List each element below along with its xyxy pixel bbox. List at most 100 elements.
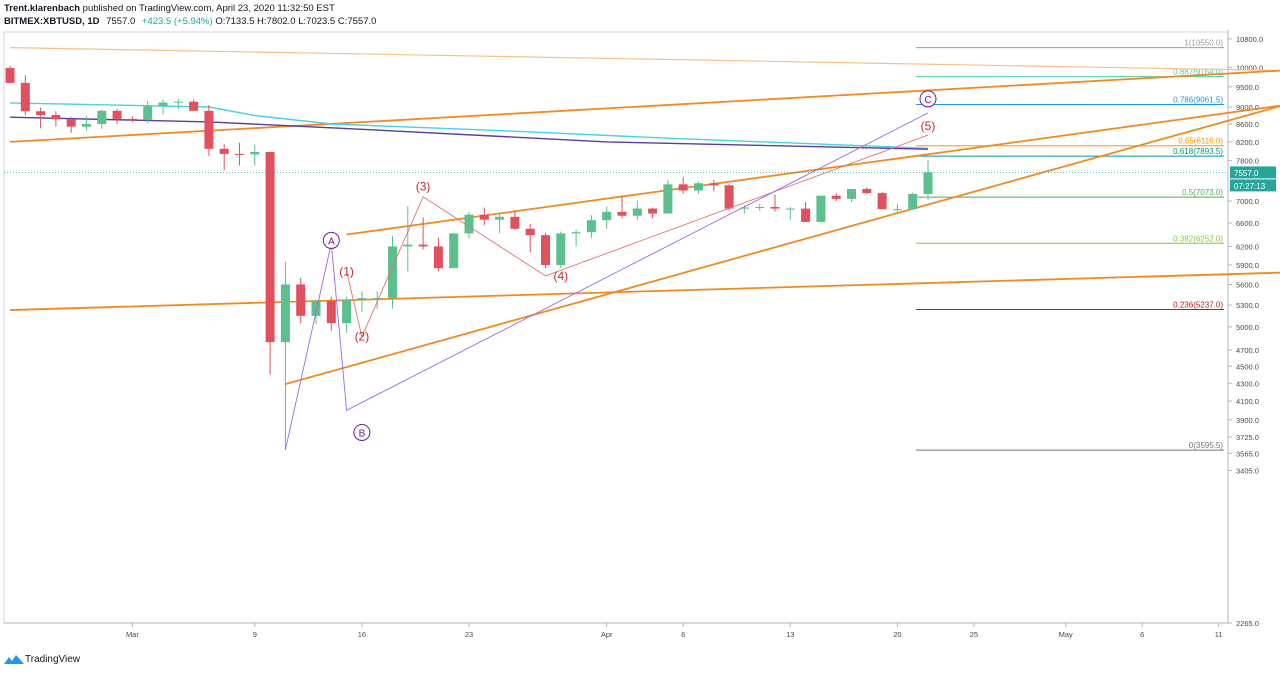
candle-body[interactable] xyxy=(801,208,811,222)
candle-body[interactable] xyxy=(632,208,642,216)
trendline[interactable] xyxy=(9,268,1280,311)
candle-body[interactable] xyxy=(158,102,168,107)
candlestick-chart[interactable]: 10800.0 10000.0 9500.0 9000.0 8600.0 8200.0 78… xyxy=(0,30,1280,650)
candle-body[interactable] xyxy=(770,206,780,209)
wave-label: A xyxy=(328,236,335,247)
candle-body[interactable] xyxy=(296,284,306,316)
candle-body[interactable] xyxy=(311,300,321,316)
candle-body[interactable] xyxy=(36,111,46,116)
price-tick-label: 9000.0 xyxy=(1236,103,1259,112)
candle-body[interactable] xyxy=(388,246,397,299)
candle-body[interactable] xyxy=(663,184,673,214)
price-tick-label: 4300.0 xyxy=(1236,379,1259,388)
candle-body[interactable] xyxy=(66,119,76,127)
price-tick-label: 4500.0 xyxy=(1236,362,1259,371)
candle-body[interactable] xyxy=(586,220,596,233)
wave-label: (4) xyxy=(553,269,568,283)
price-tick-label: 8600.0 xyxy=(1236,120,1259,129)
candle-body[interactable] xyxy=(5,68,15,83)
candle-body[interactable] xyxy=(892,209,902,211)
candle-body[interactable] xyxy=(342,300,352,324)
candle-body[interactable] xyxy=(449,233,459,269)
candle-body[interactable] xyxy=(189,101,199,111)
wave-label: (5) xyxy=(921,119,936,133)
candle-body[interactable] xyxy=(694,183,703,191)
candle-body[interactable] xyxy=(219,148,229,154)
candle-body[interactable] xyxy=(20,82,30,112)
candle-body[interactable] xyxy=(908,193,918,210)
time-tick-label: 6 xyxy=(681,630,685,639)
price-tick-label: 5000.0 xyxy=(1236,323,1259,332)
candle-body[interactable] xyxy=(418,244,428,247)
candle-body[interactable] xyxy=(525,228,535,236)
trendline[interactable] xyxy=(346,89,1280,236)
trendline[interactable] xyxy=(9,62,1280,143)
candle-body[interactable] xyxy=(326,300,336,324)
candle-body[interactable] xyxy=(755,206,765,208)
candle-body[interactable] xyxy=(265,152,275,343)
fib-level-label: 0.786(9061.5) xyxy=(1173,95,1223,104)
candle-body[interactable] xyxy=(602,211,612,221)
candle-body[interactable] xyxy=(479,214,489,220)
candle-body[interactable] xyxy=(678,184,688,191)
time-tick-label: 6 xyxy=(1140,630,1144,639)
candle-body[interactable] xyxy=(403,244,413,247)
fib-level-label: 0.5(7073.0) xyxy=(1182,188,1223,197)
candle-body[interactable] xyxy=(357,298,367,301)
trendline[interactable] xyxy=(9,47,1280,74)
candle-body[interactable] xyxy=(510,216,520,229)
candle-body[interactable] xyxy=(143,106,153,120)
impulse-wave-path xyxy=(346,134,929,339)
candle-body[interactable] xyxy=(433,246,443,269)
candle-body[interactable] xyxy=(495,216,505,220)
fib-level-label: 0.65(8116.0) xyxy=(1178,137,1223,146)
candle-body[interactable] xyxy=(862,188,872,194)
candle-body[interactable] xyxy=(541,235,550,265)
candle-body[interactable] xyxy=(831,195,841,199)
candle-body[interactable] xyxy=(877,193,887,210)
candle-body[interactable] xyxy=(235,153,244,155)
candle-body[interactable] xyxy=(816,195,826,222)
candle-body[interactable] xyxy=(739,207,749,209)
candle-body[interactable] xyxy=(785,208,795,210)
time-tick-label: Mar xyxy=(126,630,139,639)
tradingview-logo-icon[interactable] xyxy=(4,654,24,666)
publisher-name[interactable]: Trent.klarenbach xyxy=(4,3,81,14)
price-label-box xyxy=(1230,166,1276,179)
candle-body[interactable] xyxy=(847,188,856,199)
candle-body[interactable] xyxy=(250,152,260,155)
candle-body[interactable] xyxy=(464,214,474,234)
time-tick-label: 9 xyxy=(253,630,257,639)
candle-body[interactable] xyxy=(127,118,137,120)
fib-level-label: 0.382(6252.0) xyxy=(1173,234,1223,243)
candle-body[interactable] xyxy=(204,110,214,149)
chart-footer: TradingView xyxy=(0,650,1280,673)
candle-body[interactable] xyxy=(97,110,107,125)
candle-body[interactable] xyxy=(617,211,627,216)
candle-body[interactable] xyxy=(923,172,933,194)
candle-body[interactable] xyxy=(648,208,658,214)
candle-body[interactable] xyxy=(709,183,719,186)
tradingview-brand[interactable]: TradingView xyxy=(25,654,81,665)
time-tick-label: 16 xyxy=(358,630,366,639)
price-tick-label: 6600.0 xyxy=(1236,219,1259,228)
time-tick-label: 25 xyxy=(970,630,978,639)
candle-body[interactable] xyxy=(372,298,382,300)
time-tick-label: May xyxy=(1059,630,1073,639)
candle-body[interactable] xyxy=(51,115,61,120)
price-tick-label: 2265.0 xyxy=(1236,619,1259,628)
price-tick-label: 3900.0 xyxy=(1236,416,1259,425)
candle-body[interactable] xyxy=(173,101,183,103)
candle-body[interactable] xyxy=(724,185,734,209)
price-tick-label: 5300.0 xyxy=(1236,301,1259,310)
candle-body[interactable] xyxy=(571,232,581,234)
price-tick-label: 3565.0 xyxy=(1236,449,1259,458)
published-text: published on TradingView.com, April 23, … xyxy=(82,3,335,14)
candle-body[interactable] xyxy=(280,284,290,343)
candle-body[interactable] xyxy=(82,124,91,127)
candle-body[interactable] xyxy=(556,233,566,265)
abc-wave-path xyxy=(284,112,929,450)
trendline[interactable] xyxy=(285,105,1280,386)
price-tick-label: 10800.0 xyxy=(1236,35,1263,44)
candle-body[interactable] xyxy=(112,110,122,119)
